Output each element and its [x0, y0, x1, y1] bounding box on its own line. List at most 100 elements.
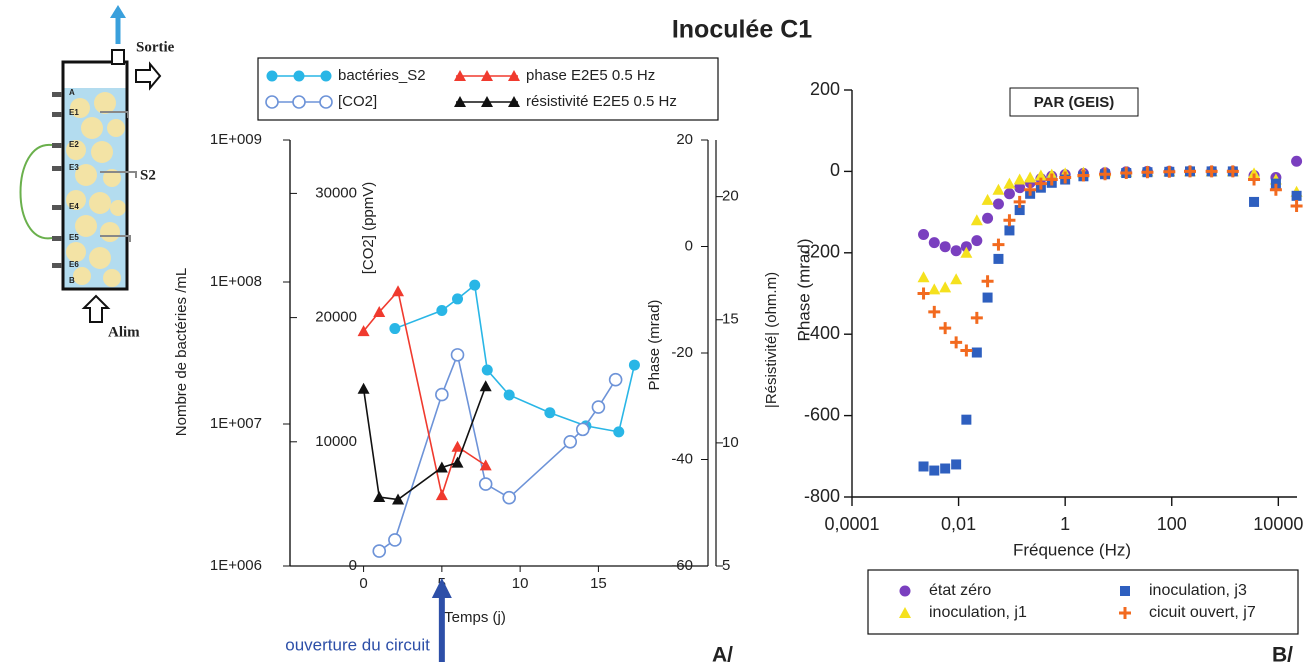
- marker: [392, 493, 405, 505]
- marker: [1059, 171, 1072, 184]
- marker: [1141, 166, 1154, 179]
- y-tick-label: 1E+009: [210, 131, 262, 148]
- y-tick-label: -20: [671, 344, 693, 361]
- y-axis-label: Nombre de bactéries /mL: [173, 268, 190, 436]
- marker: [266, 70, 278, 82]
- marker: [389, 323, 401, 335]
- chart-title-box: [1009, 87, 1139, 117]
- marker: [929, 465, 940, 476]
- marker: [1163, 165, 1176, 178]
- marker: [992, 198, 1004, 210]
- y-tick-label: 0: [830, 160, 840, 180]
- marker: [435, 461, 448, 473]
- marker: [981, 193, 994, 205]
- marker: [939, 281, 952, 293]
- outlet-label: Sortie: [136, 39, 175, 55]
- marker: [950, 336, 963, 349]
- y-axis-label: [CO2] (ppmV): [360, 182, 377, 275]
- marker: [1003, 177, 1016, 189]
- marker: [628, 359, 640, 371]
- marker: [928, 237, 940, 249]
- probes: [100, 111, 137, 242]
- annotation-arrow: [438, 594, 445, 662]
- marker: [1120, 586, 1130, 596]
- y-tick-label: 0: [685, 237, 693, 254]
- y-tick-label: -200: [804, 242, 840, 262]
- outlet-pipe: [111, 49, 125, 65]
- marker: [1003, 188, 1015, 200]
- panel-label: B/: [1272, 644, 1293, 667]
- marker: [481, 364, 493, 376]
- marker: [971, 235, 983, 247]
- y-tick-label: -400: [804, 323, 840, 343]
- legend-box: [867, 569, 1299, 635]
- marker: [1248, 167, 1261, 179]
- marker: [508, 96, 520, 107]
- electrodes: [52, 92, 62, 268]
- marker: [950, 273, 963, 285]
- series-line: [362, 385, 487, 501]
- marker: [481, 96, 493, 107]
- marker: [479, 380, 492, 392]
- marker: [1013, 173, 1026, 185]
- y-axis-label: |Résistivité| (ohm.m): [763, 272, 780, 408]
- marker: [502, 490, 516, 505]
- marker: [1120, 167, 1133, 180]
- marker: [960, 344, 973, 357]
- y-tick-label: 20: [722, 188, 739, 205]
- marker: [1013, 195, 1026, 208]
- y-tick-label: 20000: [315, 309, 357, 326]
- x-tick-label: 15: [590, 575, 607, 592]
- marker: [1291, 155, 1303, 167]
- x-axis-label: Fréquence (Hz): [1013, 540, 1131, 559]
- electrode-label: E1: [69, 108, 79, 117]
- marker: [917, 287, 930, 300]
- y-tick-label: 200: [810, 79, 840, 99]
- marker: [292, 95, 306, 109]
- electrode-label: E3: [69, 163, 79, 172]
- marker: [451, 440, 464, 452]
- marker: [1249, 196, 1260, 207]
- y-axis-label: Phase (mrad): [794, 239, 813, 342]
- outlet-side-arrow: [135, 61, 162, 91]
- marker: [357, 325, 370, 337]
- marker: [575, 422, 590, 437]
- marker: [436, 304, 448, 316]
- x-tick-label: 0,01: [941, 514, 976, 534]
- marker: [373, 491, 386, 503]
- marker: [388, 533, 402, 547]
- y-tick-label: 15: [722, 311, 739, 328]
- y-tick-label: 10: [722, 434, 739, 451]
- marker: [613, 426, 625, 438]
- annotation-arrow-head: [431, 578, 452, 598]
- marker: [1024, 171, 1037, 183]
- y-tick-label: 1E+006: [210, 557, 262, 574]
- series-line: [378, 352, 617, 552]
- legend-label: état zéro: [929, 582, 991, 599]
- x-tick-label: 0,0001: [824, 514, 879, 534]
- marker: [1099, 168, 1112, 181]
- marker: [960, 241, 972, 253]
- x-tick-label: 10: [512, 575, 529, 592]
- inlet-arrow: [81, 294, 111, 323]
- marker: [1226, 165, 1239, 178]
- y-tick-label: 30000: [315, 184, 357, 201]
- marker: [1014, 182, 1026, 194]
- marker: [1248, 173, 1261, 186]
- marker: [939, 241, 951, 253]
- sample-label: S2: [140, 167, 156, 183]
- reactor-diagram: Sortie S2 Alim: [19, 5, 175, 340]
- marker: [591, 400, 606, 414]
- marker: [469, 279, 481, 291]
- marker: [1290, 199, 1303, 212]
- legend-label: résistivité E2E5 0.5 Hz: [526, 93, 677, 110]
- marker: [452, 293, 464, 305]
- electrode-label: E2: [69, 140, 79, 149]
- inlet-label: Alim: [108, 324, 140, 340]
- outlet-arrow-head: [110, 5, 126, 18]
- electrode-label: E6: [69, 260, 79, 269]
- marker: [1045, 173, 1058, 186]
- marker: [918, 461, 929, 472]
- marker: [951, 459, 962, 470]
- marker: [992, 183, 1005, 195]
